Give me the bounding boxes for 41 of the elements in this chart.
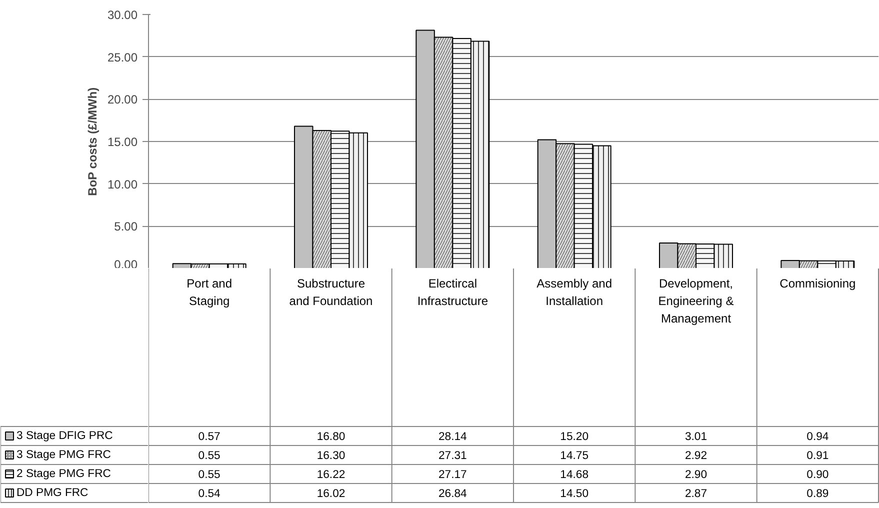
y-tick-label: 15.00 — [107, 135, 138, 149]
legend-label: 3 Stage DFIG PRC — [16, 430, 113, 442]
x-tick-label: Commisioning — [780, 276, 856, 290]
data-label: 16.22 — [316, 469, 346, 481]
data-label: 16.02 — [316, 488, 346, 500]
y-tick-label: 20.00 — [107, 92, 138, 107]
data-label: 16.80 — [316, 431, 346, 443]
data-label: 0.57 — [198, 431, 220, 443]
data-label: 28.14 — [438, 431, 467, 443]
y-axis-title: BoP costs (£/MWh) — [85, 87, 100, 196]
data-label: 0.55 — [198, 469, 220, 481]
y-tick-label: 30.00 — [107, 8, 138, 22]
x-tick-label: Port and Staging — [186, 276, 232, 308]
x-tick-label: Assembly and Installation — [536, 276, 612, 308]
data-label: 0.89 — [806, 488, 829, 500]
x-tick-label: Electircal Infrastructure — [417, 276, 488, 308]
data-label: 2.87 — [684, 488, 708, 500]
data-label: 0.55 — [198, 450, 220, 462]
data-label: 27.31 — [438, 450, 467, 462]
y-tick-label: 5.00 — [114, 220, 138, 234]
x-tick-label: Development, Engineering & Management — [658, 276, 734, 326]
data-label: 0.91 — [806, 450, 829, 462]
data-label: 14.68 — [560, 469, 589, 481]
data-label: 3.01 — [684, 431, 708, 443]
y-tick-label: 10.00 — [107, 177, 138, 192]
data-label: 15.20 — [560, 431, 589, 443]
data-label: 14.75 — [560, 450, 589, 462]
data-label: 0.54 — [198, 488, 220, 500]
data-label: 27.17 — [438, 469, 467, 481]
legend-label: 3 Stage PMG FRC — [16, 449, 111, 461]
data-label: 14.50 — [560, 488, 589, 500]
legend-label: 2 Stage PMG FRC — [16, 468, 111, 480]
y-tick-label: 25.00 — [107, 50, 138, 64]
data-label: 16.30 — [316, 450, 346, 462]
data-label: 0.94 — [806, 431, 829, 443]
legend-label: DD PMG FRC — [16, 487, 88, 499]
x-tick-label: Substructure and Foundation — [289, 276, 373, 308]
data-label: 2.90 — [684, 469, 708, 481]
data-label: 0.90 — [806, 469, 829, 481]
data-label: 26.84 — [438, 488, 467, 500]
data-label: 2.92 — [684, 450, 708, 462]
